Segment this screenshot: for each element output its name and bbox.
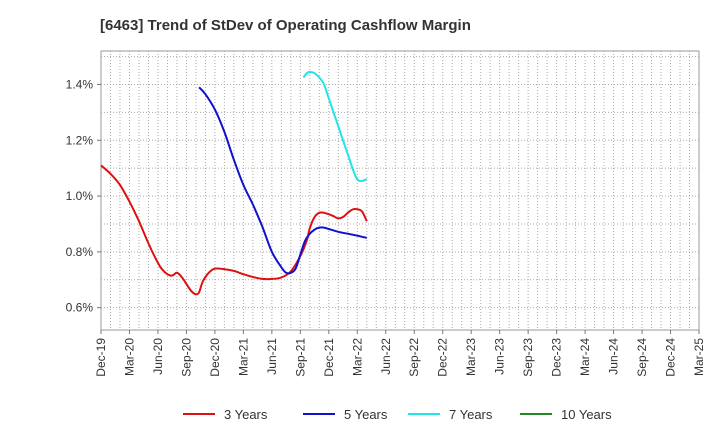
plot-area — [100, 50, 700, 331]
x-tick-label: Dec-22 — [436, 338, 450, 377]
y-tick-label: 1.4% — [66, 77, 94, 91]
x-tick-label: Dec-21 — [322, 338, 336, 377]
x-tick-label: Sep-23 — [521, 338, 535, 377]
x-tick-label: Jun-23 — [493, 338, 507, 375]
x-tick-label: Sep-21 — [293, 338, 307, 377]
gridlines — [101, 51, 699, 330]
x-tick-label: Jun-22 — [379, 338, 393, 375]
x-tick-label: Mar-21 — [236, 338, 250, 376]
x-tick-label: Sep-22 — [407, 338, 421, 377]
y-axis: 0.6% 0.8% 1.0% 1.2% 1.4% — [66, 77, 101, 315]
legend: 3 Years 5 Years 7 Years 10 Years — [183, 407, 612, 422]
x-tick-label: Jun-21 — [265, 338, 279, 375]
legend-label-3-years: 3 Years — [224, 407, 268, 422]
x-tick-label: Dec-23 — [550, 338, 564, 377]
y-tick-label: 1.0% — [66, 189, 94, 203]
x-tick-label: Jun-20 — [151, 338, 165, 375]
series-line-3-years — [100, 164, 368, 296]
x-tick-label: Mar-25 — [692, 338, 706, 376]
legend-label-10-years: 10 Years — [561, 407, 612, 422]
x-tick-label: Dec-24 — [664, 338, 678, 377]
chart-title: [6463] Trend of StDev of Operating Cashf… — [100, 17, 471, 34]
x-tick-label: Dec-19 — [94, 338, 108, 377]
y-tick-label: 0.8% — [66, 245, 94, 259]
x-tick-label: Jun-24 — [607, 338, 621, 375]
x-tick-label: Sep-24 — [635, 338, 649, 377]
x-tick-label: Mar-20 — [122, 338, 136, 376]
series-lines — [100, 70, 368, 296]
x-tick-label: Dec-20 — [208, 338, 222, 377]
x-axis: Dec-19 Mar-20 Jun-20 Sep-20 Dec-20 Mar-21 Jun-… — [94, 330, 706, 377]
legend-label-7-years: 7 Years — [449, 407, 493, 422]
x-tick-label: Mar-23 — [464, 338, 478, 376]
x-tick-label: Mar-22 — [350, 338, 364, 376]
x-tick-label: Sep-20 — [179, 338, 193, 377]
y-tick-label: 1.2% — [66, 133, 94, 147]
series-line-7-years — [302, 70, 368, 183]
series-line-5-years — [198, 86, 367, 275]
y-tick-label: 0.6% — [66, 301, 94, 315]
legend-label-5-years: 5 Years — [344, 407, 388, 422]
x-tick-label: Mar-24 — [578, 338, 592, 376]
